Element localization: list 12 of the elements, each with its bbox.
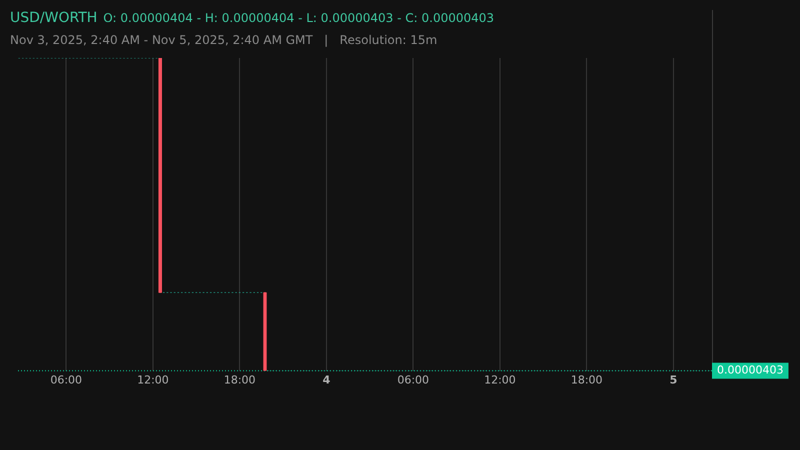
- x-tick-label: 06:00: [50, 373, 82, 386]
- text: 0.00000403: [717, 364, 784, 377]
- text: O: 0.00000404 - H: 0.00000404 - L: 0.00000403 - C: 0.00000403: [103, 11, 494, 25]
- x-tick-label: 06:00: [397, 373, 430, 386]
- x-tick-label: 4: [322, 373, 331, 386]
- x-tick-label: 5: [670, 373, 678, 386]
- x-tick-label: 18:00: [224, 373, 256, 386]
- chart-subtitle: Nov 3, 2025, 2:40 AM - Nov 5, 2025, 2:40 AM GMT | Resolution: 15m: [10, 33, 438, 47]
- chart-title: USD/WORTH: [10, 10, 98, 26]
- x-tick-label: 18:00: [570, 373, 603, 386]
- x-tick-label: 12:00: [137, 373, 169, 386]
- x-tick-label: 12:00: [484, 373, 516, 386]
